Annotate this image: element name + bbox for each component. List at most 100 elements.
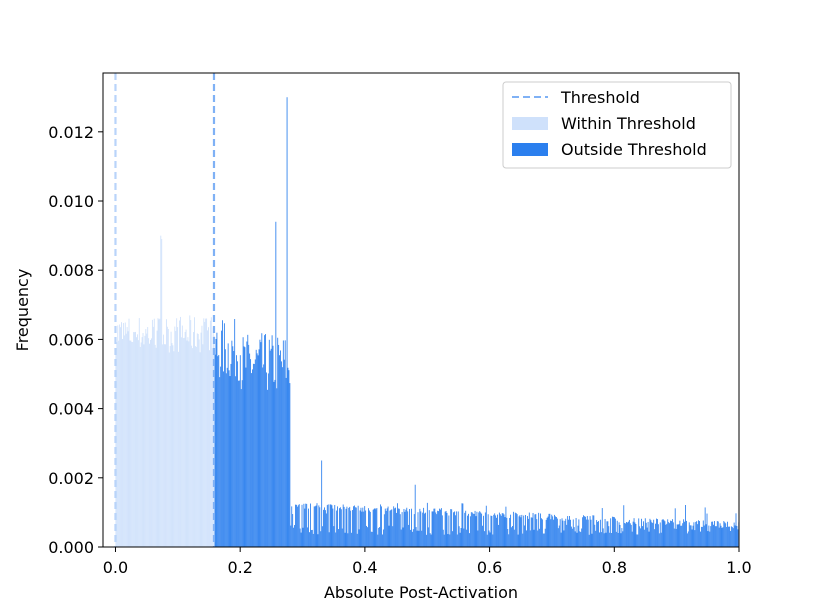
outside-threshold-bar xyxy=(629,523,631,547)
outside-threshold-bar xyxy=(222,320,223,547)
outside-threshold-bar xyxy=(444,511,446,547)
outside-threshold-bar xyxy=(506,517,508,547)
within-threshold-bar xyxy=(194,346,196,547)
outside-threshold-bar xyxy=(375,509,377,547)
outside-threshold-bar xyxy=(250,359,252,547)
within-threshold-bar xyxy=(194,317,195,547)
outside-threshold-bar xyxy=(512,511,514,547)
outside-threshold-bar xyxy=(482,525,483,547)
outside-threshold-bars xyxy=(214,97,740,547)
outside-threshold-bar xyxy=(411,508,412,547)
outside-threshold-bar xyxy=(503,514,505,547)
within-threshold-bar xyxy=(172,345,174,547)
outside-threshold-bar xyxy=(594,524,596,547)
outside-threshold-bar xyxy=(500,515,502,547)
outside-threshold-bar xyxy=(540,513,541,547)
outside-threshold-bar xyxy=(288,370,290,547)
outside-threshold-bar xyxy=(424,513,425,547)
outside-threshold-bar xyxy=(549,513,551,547)
outside-threshold-bar xyxy=(516,514,518,547)
outside-threshold-bar xyxy=(247,334,249,547)
outside-threshold-bar xyxy=(349,506,351,547)
outside-threshold-bar xyxy=(399,514,401,547)
within-threshold-bar xyxy=(203,318,205,547)
x-tick-label: 0.8 xyxy=(602,558,627,577)
outside-threshold-bar xyxy=(699,521,700,547)
outside-threshold-bar xyxy=(220,366,222,547)
y-tick-label: 0.004 xyxy=(48,400,94,419)
outside-threshold-bar xyxy=(680,525,682,547)
outside-threshold-bar xyxy=(318,505,320,547)
within-threshold-bar xyxy=(189,315,191,547)
within-threshold-bar xyxy=(190,320,192,547)
outside-threshold-bar xyxy=(492,534,494,547)
outside-threshold-bar xyxy=(660,532,662,547)
outside-threshold-bar xyxy=(223,371,224,547)
x-tick-label: 1.0 xyxy=(726,558,751,577)
outside-threshold-bar xyxy=(716,521,718,547)
outside-threshold-bar xyxy=(485,505,487,547)
outside-threshold-bar xyxy=(678,524,680,547)
outside-threshold-bar xyxy=(297,505,299,547)
outside-threshold-bar xyxy=(233,350,235,547)
outside-threshold-bar xyxy=(261,333,263,547)
outside-threshold-bar xyxy=(335,532,337,547)
outside-threshold-bar xyxy=(682,523,684,547)
outside-threshold-bar xyxy=(593,515,595,547)
outside-threshold-bar xyxy=(455,511,457,547)
within-threshold-bar xyxy=(197,333,199,547)
outside-threshold-bar xyxy=(550,519,552,547)
outside-threshold-bar xyxy=(358,529,360,547)
outside-threshold-bar xyxy=(407,511,409,547)
outside-threshold-bar xyxy=(347,533,349,547)
within-threshold-bar xyxy=(136,337,137,547)
outside-threshold-bar xyxy=(219,377,221,547)
outside-threshold-bar xyxy=(662,519,664,547)
outside-threshold-bar xyxy=(321,460,323,547)
outside-threshold-bar xyxy=(292,514,294,547)
outside-threshold-bar xyxy=(570,519,571,547)
outside-threshold-bar xyxy=(264,335,266,547)
outside-threshold-bar xyxy=(307,527,309,547)
outside-threshold-bar xyxy=(651,522,653,547)
outside-threshold-bar xyxy=(583,515,584,547)
outside-threshold-bar xyxy=(316,503,318,547)
outside-threshold-bar xyxy=(617,532,619,547)
within-threshold-bar xyxy=(116,342,118,547)
outside-threshold-bar xyxy=(587,519,589,547)
outside-threshold-bar xyxy=(256,353,258,547)
x-tick-label: 0.2 xyxy=(227,558,252,577)
outside-threshold-bar xyxy=(613,516,614,547)
outside-threshold-bar xyxy=(562,520,564,547)
outside-threshold-bar xyxy=(578,519,580,547)
within-threshold-bar xyxy=(182,338,184,547)
outside-threshold-bar xyxy=(688,522,690,547)
outside-threshold-bar xyxy=(656,518,657,547)
outside-threshold-bar xyxy=(670,520,671,547)
outside-threshold-bar xyxy=(733,522,735,547)
within-threshold-bar xyxy=(187,337,189,547)
outside-threshold-bar xyxy=(499,514,501,547)
outside-threshold-bar xyxy=(368,508,369,547)
outside-threshold-bar xyxy=(522,533,524,547)
outside-threshold-bar xyxy=(469,516,471,547)
within-threshold-bar xyxy=(149,343,150,547)
outside-threshold-bar xyxy=(513,529,515,547)
outside-threshold-bar xyxy=(468,513,469,547)
outside-threshold-bar xyxy=(313,506,315,547)
outside-threshold-bar xyxy=(551,514,553,547)
outside-threshold-bar xyxy=(389,510,391,547)
outside-threshold-bar xyxy=(365,510,367,547)
within-threshold-bar xyxy=(125,333,127,547)
outside-threshold-bar xyxy=(251,373,252,547)
outside-threshold-bar xyxy=(337,506,338,547)
outside-threshold-bar xyxy=(517,534,519,547)
within-threshold-bar xyxy=(131,341,133,547)
outside-threshold-bar xyxy=(296,506,298,547)
outside-threshold-bar xyxy=(328,532,330,547)
within-threshold-bar xyxy=(192,348,194,547)
within-threshold-bar xyxy=(171,343,173,547)
within-threshold-bar xyxy=(123,335,125,547)
outside-threshold-bar xyxy=(343,506,345,547)
